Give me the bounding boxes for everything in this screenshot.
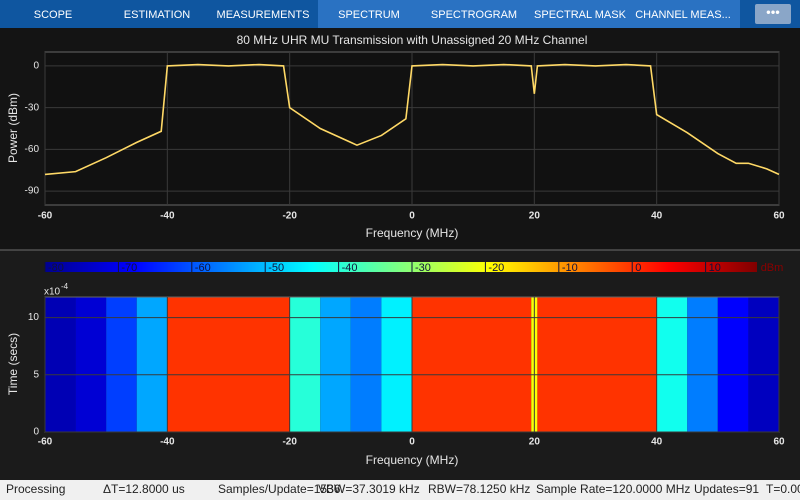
y-tick-label: -90 xyxy=(25,186,40,197)
status-text: Updates=91 xyxy=(694,482,759,496)
tab[interactable]: SPECTROGRAM xyxy=(431,9,517,21)
x-tick-label: -60 xyxy=(38,437,53,448)
status-text: T=0.00 xyxy=(766,482,800,496)
x-axis-label: Frequency (MHz) xyxy=(366,226,459,240)
colorbar-tick-label: -10 xyxy=(562,262,578,274)
y-tick-label: -30 xyxy=(25,102,40,113)
y-multiplier: x10 xyxy=(44,287,61,298)
y-tick-label: 10 xyxy=(28,312,40,323)
x-tick-label: -40 xyxy=(160,437,175,448)
x-axis-label: Frequency (MHz) xyxy=(366,453,459,467)
y-tick-label: 0 xyxy=(33,61,39,72)
y-axis-label: Time (secs) xyxy=(6,333,20,395)
colorbar-tick-label: -40 xyxy=(342,262,358,274)
colorbar-tick-label: -80 xyxy=(48,262,64,274)
tab[interactable]: SPECTRAL MASK xyxy=(534,9,627,21)
x-tick-label: 40 xyxy=(651,437,663,448)
colorbar-unit: dBm xyxy=(761,262,784,274)
x-tick-label: 60 xyxy=(773,437,785,448)
y-axis-label: Power (dBm) xyxy=(6,93,20,163)
x-tick-label: -20 xyxy=(282,437,297,448)
x-tick-label: 0 xyxy=(409,211,415,222)
colorbar-tick-label: 10 xyxy=(709,262,721,274)
status-text: Sample Rate=120.0000 MHz xyxy=(536,482,690,496)
x-tick-label: -60 xyxy=(38,211,53,222)
y-tick-label: 0 xyxy=(33,427,39,438)
x-tick-label: 0 xyxy=(409,437,415,448)
more-icon: ••• xyxy=(766,4,780,19)
x-tick-label: 20 xyxy=(529,211,541,222)
colorbar-tick-label: -20 xyxy=(488,262,504,274)
y-exponent: -4 xyxy=(61,282,69,291)
x-tick-label: -20 xyxy=(282,211,297,222)
status-text: ΔT=12.8000 us xyxy=(103,482,185,496)
colorbar-tick-label: -30 xyxy=(415,262,431,274)
tab[interactable]: CHANNEL MEAS... xyxy=(635,9,731,21)
status-text: RBW=78.1250 kHz xyxy=(428,482,530,496)
x-tick-label: 60 xyxy=(773,211,785,222)
tab[interactable]: SCOPE xyxy=(34,9,73,21)
colorbar-tick-label: -50 xyxy=(268,262,284,274)
colorbar-tick-label: 0 xyxy=(635,262,641,274)
x-tick-label: 40 xyxy=(651,211,663,222)
y-tick-label: 5 xyxy=(33,369,39,380)
x-tick-label: 20 xyxy=(529,437,541,448)
colorbar-tick-label: -70 xyxy=(121,262,137,274)
status-text: Processing xyxy=(6,482,65,496)
x-tick-label: -40 xyxy=(160,211,175,222)
tab[interactable]: MEASUREMENTS xyxy=(217,9,310,21)
y-tick-label: -60 xyxy=(25,144,40,155)
status-text: VBW=37.3019 kHz xyxy=(318,482,420,496)
tab[interactable]: SPECTRUM xyxy=(338,9,400,21)
colorbar xyxy=(45,262,757,272)
colorbar-tick-label: -60 xyxy=(195,262,211,274)
tab[interactable]: ESTIMATION xyxy=(124,9,190,21)
spectrum-title: 80 MHz UHR MU Transmission with Unassign… xyxy=(237,33,588,47)
